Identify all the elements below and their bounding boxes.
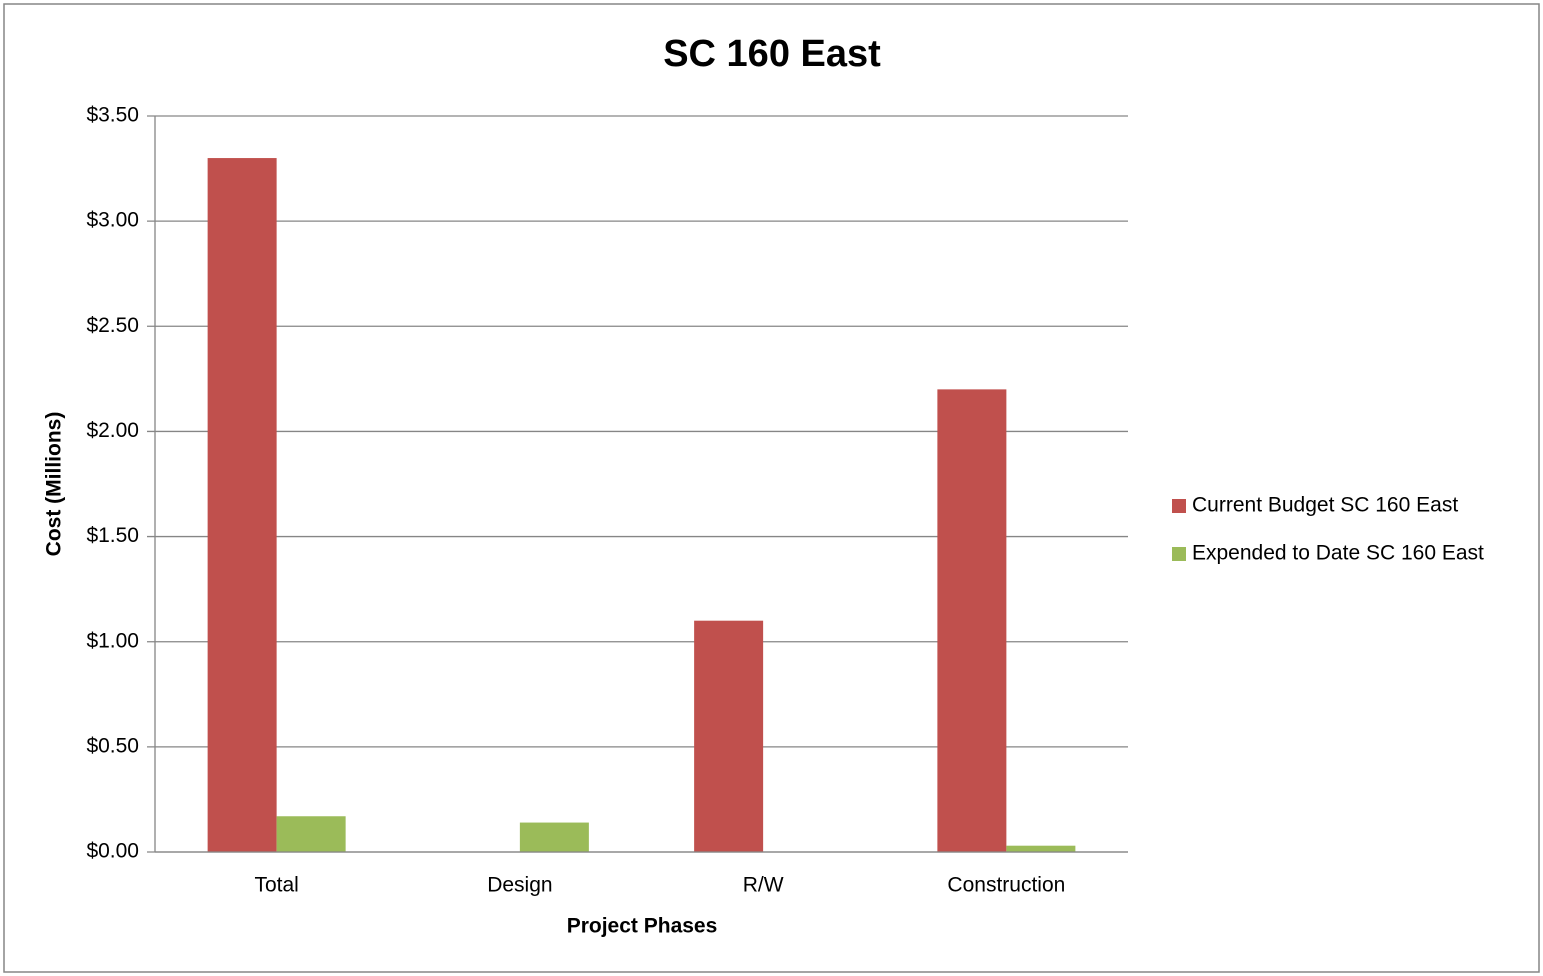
- x-tick-label: R/W: [743, 874, 784, 897]
- y-tick-label: $2.50: [86, 314, 139, 337]
- x-tick-label: Total: [254, 874, 298, 897]
- chart-title: SC 160 East: [663, 33, 881, 75]
- legend-label: Current Budget SC 160 East: [1192, 494, 1458, 517]
- bar: [937, 389, 1007, 852]
- legend-label: Expended to Date SC 160 East: [1192, 542, 1484, 565]
- x-axis-label: Project Phases: [567, 915, 718, 938]
- y-tick-label: $0.50: [86, 734, 139, 757]
- y-tick-label: $3.50: [86, 104, 139, 127]
- legend-swatch: [1172, 547, 1186, 561]
- legend-swatch: [1172, 499, 1186, 513]
- bar: [1006, 845, 1076, 852]
- bar: [694, 620, 764, 852]
- y-tick-label: $2.00: [86, 419, 139, 442]
- bar: [276, 816, 346, 852]
- bar: [519, 822, 589, 852]
- x-tick-label: Design: [487, 874, 552, 897]
- y-tick-label: $3.00: [86, 209, 139, 232]
- y-tick-label: $0.00: [86, 840, 139, 863]
- bar: [207, 158, 277, 853]
- x-tick-label: Construction: [947, 874, 1065, 897]
- y-axis-label: Cost (Millions): [43, 412, 66, 557]
- y-tick-label: $1.50: [86, 524, 139, 547]
- y-tick-label: $1.00: [86, 629, 139, 652]
